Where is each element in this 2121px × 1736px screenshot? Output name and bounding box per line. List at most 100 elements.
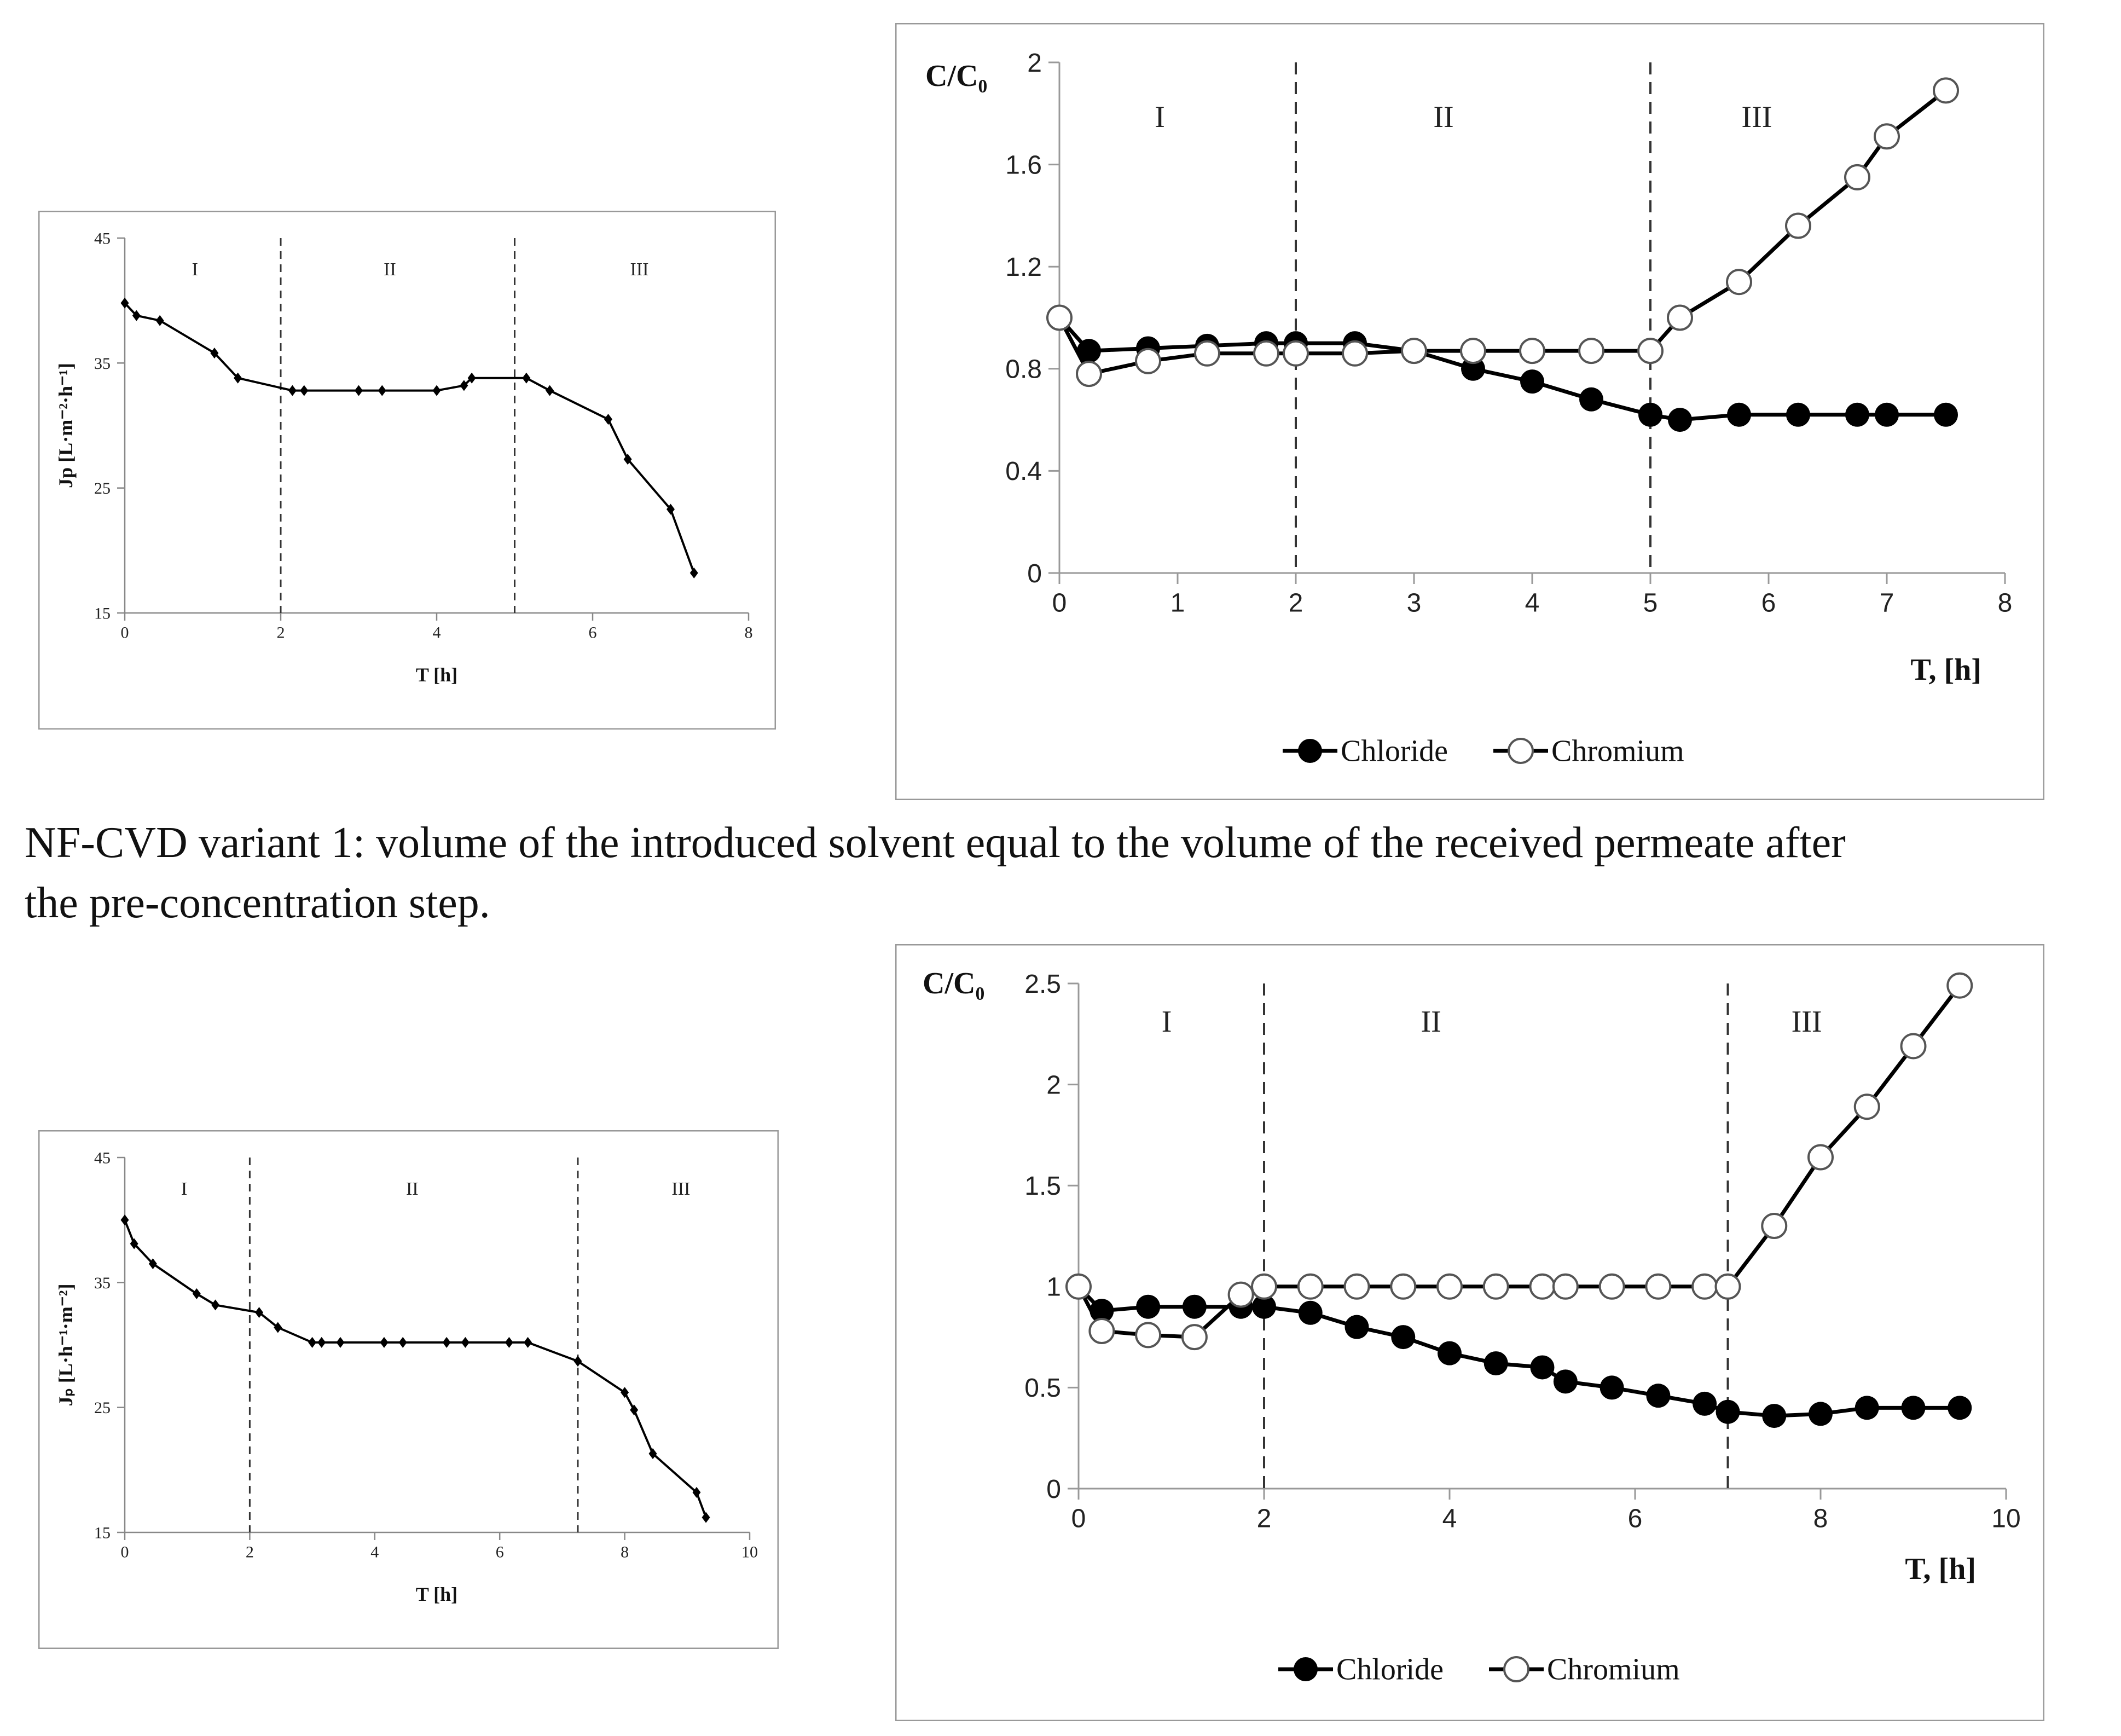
chromium-data-point [1342, 340, 1368, 367]
region-label: III [671, 1179, 690, 1199]
chromium-data-point [1460, 338, 1486, 364]
chromium-data-point [1598, 1273, 1625, 1300]
jp-data-point [432, 385, 441, 396]
y-tick-label: 35 [94, 355, 111, 373]
y-axis-title: C/C₀ [925, 59, 987, 93]
concentration-chart-variant-2: 0 0.5 1 1.5 2 2.5 0 2 4 6 8 10 I II III C/C₀ T, [h] Chlor… [895, 944, 2044, 1721]
x-tick-label: 0 [1052, 588, 1067, 617]
chromium-data-point [1578, 338, 1604, 364]
jp-data-point [630, 1404, 639, 1416]
chromium-data-point [1726, 269, 1752, 296]
chromium-data-point [1065, 1273, 1092, 1300]
jp-data-point [689, 567, 698, 578]
chloride-data-point [1646, 1384, 1671, 1408]
chloride-legend-label: Chloride [1336, 1652, 1444, 1686]
y-tick-label: 1.2 [1005, 253, 1042, 282]
chromium-data-point [1046, 304, 1073, 331]
chloride-data-point [1716, 1399, 1740, 1424]
chloride-data-point [1762, 1404, 1787, 1428]
x-tick-label: 4 [1442, 1504, 1457, 1533]
chromium-data-point [1761, 1213, 1788, 1240]
x-tick-label: 6 [1761, 588, 1776, 617]
chromium-data-point [1714, 1273, 1741, 1300]
region-label: II [406, 1179, 419, 1199]
jp-data-point [148, 1258, 157, 1270]
chromium-data-point [1401, 338, 1427, 364]
y-tick-label: 35 [94, 1274, 111, 1292]
jp-data-point [300, 385, 309, 396]
x-tick-label: 8 [745, 624, 753, 642]
region-label: I [1155, 100, 1165, 134]
x-tick-label: 8 [1998, 588, 2013, 617]
jp-data-point [355, 385, 363, 396]
jp-data-point [621, 1387, 629, 1398]
jp-data-point [308, 1336, 317, 1348]
jp-data-point [702, 1512, 710, 1523]
jp-data-point [234, 372, 242, 384]
chromium-data-point [1135, 1322, 1162, 1349]
region-label: I [192, 259, 198, 280]
x-tick-label: 8 [1813, 1504, 1828, 1533]
region-label: III [1741, 100, 1772, 134]
flux-chart-variant-1: 15 25 35 45 0 2 4 6 8 I II III Jp [L·m⁻²·h⁻¹] T [h] [38, 211, 776, 730]
jp-data-point [378, 385, 386, 396]
chloride-data-point [1875, 402, 1899, 427]
chloride-data-point [1786, 402, 1810, 427]
x-tick-label: 6 [1628, 1504, 1643, 1533]
jp-data-point [546, 385, 554, 396]
chromium-data-point [1552, 1273, 1579, 1300]
y-axis-title: C/C₀ [923, 967, 984, 1000]
x-axis-title: T [h] [416, 1583, 457, 1605]
chloride-data-point [1182, 1294, 1207, 1319]
region-label: III [630, 259, 649, 280]
chromium-data-point [1844, 164, 1870, 190]
x-tick-label: 4 [433, 624, 441, 642]
chromium-data-point [1227, 1281, 1254, 1308]
y-tick-label: 1.6 [1005, 151, 1042, 180]
jp-data-point [692, 1486, 701, 1498]
jp-data-point [604, 414, 612, 425]
jp-data-point [211, 1299, 220, 1311]
chloride-data-point [1530, 1355, 1555, 1380]
y-tick-label: 15 [94, 605, 111, 623]
jp-data-point [467, 372, 476, 384]
x-tick-label: 2 [1289, 588, 1303, 617]
jp-data-point [255, 1307, 264, 1318]
chromium-data-point [1076, 361, 1102, 387]
chromium-data-point [1519, 338, 1545, 364]
chromium-data-point [1529, 1273, 1556, 1300]
y-tick-label: 45 [94, 1149, 111, 1167]
chromium-data-point [1933, 77, 1959, 104]
chromium-legend-label: Chromium [1551, 734, 1684, 768]
region-label: II [1433, 100, 1453, 134]
chloride-data-point [1553, 1369, 1578, 1394]
chloride-data-point [1600, 1375, 1624, 1400]
jp-data-point [648, 1448, 657, 1460]
x-tick-label: 2 [1257, 1504, 1272, 1533]
chromium-series-line [1076, 984, 1962, 1339]
chloride-data-point [1579, 387, 1603, 412]
chloride-data-point [1855, 1396, 1879, 1420]
jp-series-line [124, 302, 696, 574]
x-tick-label: 10 [1991, 1504, 2020, 1533]
chloride-data-point [1461, 356, 1485, 381]
chromium-data-point [1482, 1273, 1509, 1300]
chromium-data-point [1645, 1273, 1672, 1300]
chromium-data-point [1135, 348, 1161, 374]
chromium-legend-marker [1508, 738, 1534, 764]
region-label: I [181, 1179, 187, 1199]
chromium-data-point [1181, 1324, 1208, 1351]
chromium-data-point [1667, 304, 1693, 331]
region-label: III [1792, 1005, 1822, 1039]
caption-line-1: NF-CVD variant 1: volume of the introduc… [25, 819, 1846, 867]
chart-frame [38, 211, 776, 730]
jp-data-point [380, 1336, 389, 1348]
x-axis-title: T, [h] [1910, 653, 1981, 687]
chloride-data-point [1077, 339, 1101, 363]
region-label: II [384, 259, 396, 280]
x-tick-label: 4 [370, 1543, 379, 1561]
chromium-data-point [1946, 972, 1973, 999]
y-tick-label: 2 [1046, 1070, 1061, 1100]
